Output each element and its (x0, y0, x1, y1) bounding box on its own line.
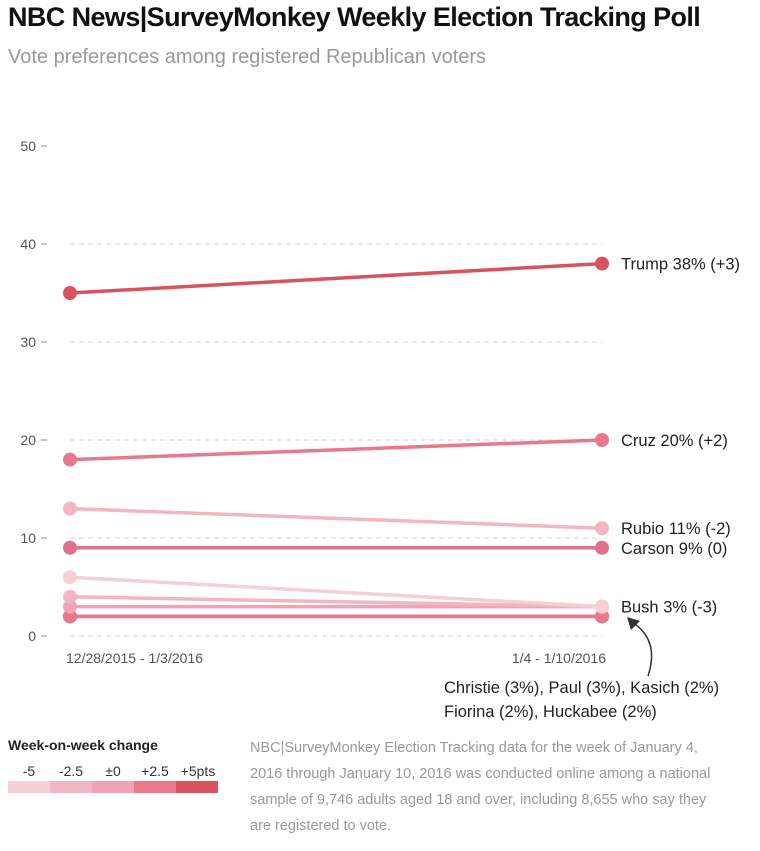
series-line-christie (68, 595, 604, 609)
legend-label: -5 (22, 763, 36, 779)
data-point-christie (63, 589, 77, 604)
data-point-carson (63, 540, 77, 555)
y-tick-label: 0 (28, 628, 36, 644)
series-line-trump (68, 261, 604, 295)
data-point-paul (63, 599, 77, 614)
series-line-cruz (68, 438, 604, 462)
data-point-trump (595, 256, 609, 271)
legend-label: ±0 (105, 763, 121, 779)
data-point-cruz (63, 452, 77, 467)
data-point-kasich (595, 609, 609, 624)
y-tick-label: 10 (20, 530, 36, 546)
data-point-cruz (595, 433, 609, 447)
legend-label: +5pts (180, 763, 216, 779)
series-label-trump: Trump 38% (+3) (621, 256, 740, 274)
y-tick-label: 50 (20, 138, 36, 154)
series-label-bush: Bush 3% (-3) (621, 599, 717, 617)
y-tick-label: 20 (20, 432, 36, 448)
series-label-cruz: Cruz 20% (+2) (621, 432, 728, 450)
annotation-text: Fiorina (2%), Huckabee (2%) (444, 703, 657, 721)
x-tick-label: 12/28/2015 - 1/3/2016 (66, 650, 203, 666)
data-point-carson (595, 540, 609, 555)
chart-subtitle: Vote preferences among registered Republ… (8, 46, 487, 68)
x-tick-label: 1/4 - 1/10/2016 (512, 650, 606, 666)
legend-swatch (176, 781, 218, 793)
legend-swatch (134, 781, 176, 793)
data-point-rubio (595, 521, 609, 536)
legend-title: Week-on-week change (8, 737, 158, 753)
annotation-arrow (631, 621, 653, 677)
legend-swatches (8, 781, 218, 793)
data-point-bush (63, 570, 77, 585)
annotation-text: Christie (3%), Paul (3%), Kasich (2%) (444, 679, 719, 697)
data-point-rubio (63, 501, 77, 516)
legend-label: +2.5 (141, 763, 169, 779)
data-point-bush (595, 599, 609, 614)
y-tick-label: 40 (20, 236, 36, 252)
legend-swatch (50, 781, 92, 793)
data-point-trump (63, 286, 77, 300)
series-label-rubio: Rubio 11% (-2) (621, 520, 731, 538)
legend-label: -2.5 (58, 763, 84, 779)
series-label-carson: Carson 9% (0) (621, 540, 727, 558)
line-chart: 0 10 20 30 40 50 12/28/2015 - 1/3/2016 1/4 - 1/… (20, 138, 740, 721)
legend-swatch (8, 781, 50, 793)
legend-swatch (92, 781, 134, 793)
y-tick-label: 30 (20, 334, 36, 350)
chart-title: NBC News|SurveyMonkey Weekly Election Tr… (8, 2, 701, 32)
methodology-note: NBC|SurveyMonkey Election Tracking data … (250, 740, 711, 834)
legend-labels: -5 -2.5 ±0 +2.5 +5pts (8, 763, 218, 781)
annotation-arrowhead (627, 617, 640, 630)
series-line-bush (68, 575, 604, 609)
series-line-rubio (68, 506, 604, 530)
data-point-kasich (63, 609, 77, 624)
